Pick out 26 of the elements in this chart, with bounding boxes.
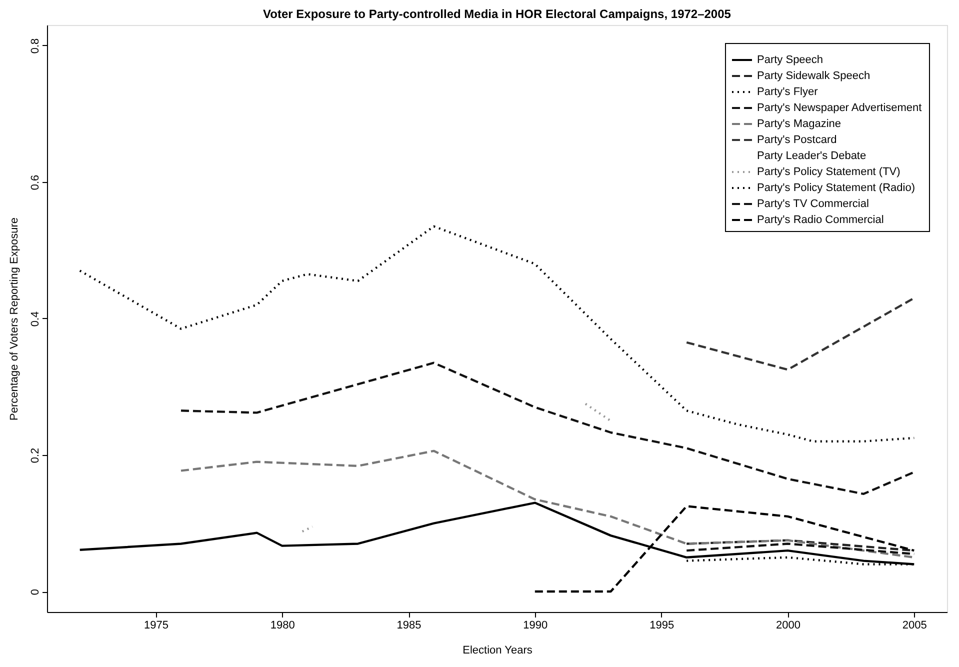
legend-label: Party Speech: [757, 54, 824, 66]
legend-label: Party's Policy Statement (Radio): [757, 182, 915, 194]
y-tick-label: 0.4: [30, 311, 42, 327]
x-tick-label: 2000: [776, 620, 800, 632]
legend-label: Party's Flyer: [757, 86, 818, 98]
x-tick-label: 1990: [523, 620, 548, 632]
legend-label: Party's TV Commercial: [757, 198, 869, 210]
x-tick-label: 2005: [902, 620, 927, 632]
legend-label: Party's Radio Commercial: [757, 214, 884, 226]
legend-label: Party's Magazine: [757, 118, 842, 130]
x-tick-label: 1975: [144, 620, 168, 632]
text: Party Leader's Debate: [757, 150, 866, 162]
x-tick-label: 1985: [396, 620, 422, 632]
y-tick-label: 0.8: [30, 38, 42, 54]
x-tick-label: 1995: [650, 620, 674, 632]
y-tick-label: 0.2: [30, 448, 42, 464]
y-axis-title: Percentage of Voters Reporting Exposure: [8, 217, 20, 421]
y-tick-label: 0: [30, 588, 42, 596]
chart-title: Voter Exposure to Party-controlled Media in HOR Electoral Campaigns, 1972–2005: [263, 7, 732, 21]
legend-label: Party's Postcard: [757, 134, 837, 146]
x-tick-label: 1980: [270, 620, 295, 632]
legend-label: Party's Newspaper Advertisement: [757, 102, 922, 114]
legend-label: Party's Policy Statement (TV): [757, 166, 900, 178]
legend-label: Party Sidewalk Speech: [757, 70, 870, 82]
x-axis-title: Election Years: [462, 644, 533, 656]
y-tick-label: 0.6: [30, 174, 42, 190]
